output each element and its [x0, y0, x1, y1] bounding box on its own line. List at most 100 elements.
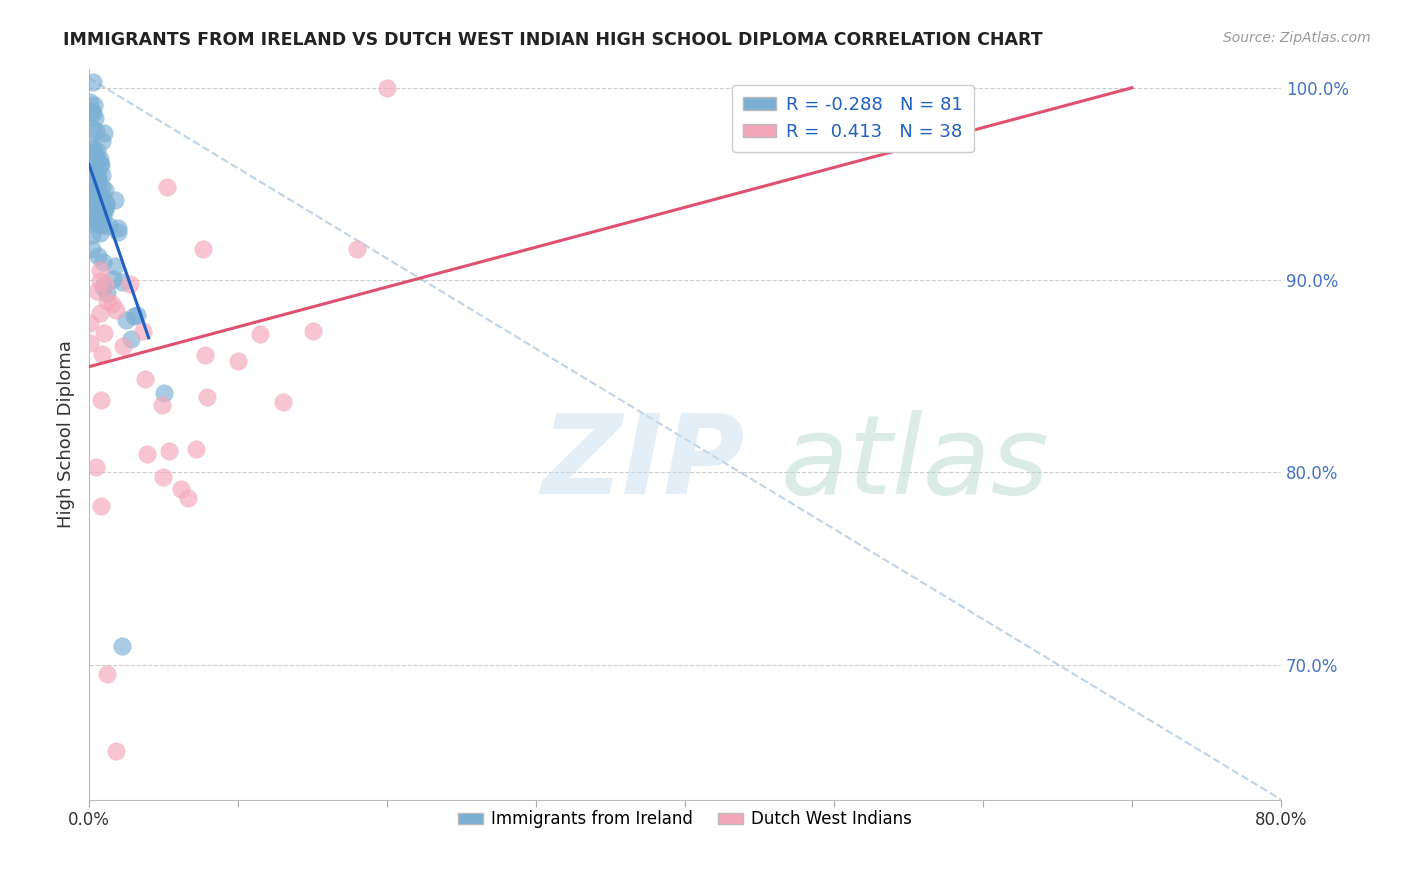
Point [83, 168, 105, 182]
Point [94, 277, 117, 292]
Point [83, 211, 105, 225]
Point [91, 180, 114, 194]
Point [93, 326, 115, 340]
Point [104, 260, 127, 274]
Point [100, 297, 122, 311]
Text: ZIP: ZIP [541, 409, 745, 516]
Text: atlas: atlas [780, 409, 1049, 516]
Point [82, 172, 104, 186]
Legend: Immigrants from Ireland, Dutch West Indians: Immigrants from Ireland, Dutch West Indi… [451, 804, 920, 835]
Point [136, 448, 159, 462]
Point [89, 152, 111, 166]
Point [93, 126, 115, 140]
Point [249, 327, 271, 342]
Point [83, 185, 105, 199]
Point [84, 212, 107, 227]
Point [82, 184, 104, 198]
Point [91, 191, 114, 205]
Point [118, 277, 141, 291]
Point [84, 187, 107, 202]
Point [111, 639, 134, 653]
Point [86, 176, 108, 190]
Point [84, 189, 107, 203]
Point [86, 169, 108, 184]
Point [84, 194, 107, 209]
Text: IMMIGRANTS FROM IRELAND VS DUTCH WEST INDIAN HIGH SCHOOL DIPLOMA CORRELATION CHA: IMMIGRANTS FROM IRELAND VS DUTCH WEST IN… [63, 31, 1043, 49]
Point [79, 146, 101, 161]
Point [90, 134, 112, 148]
Point [83, 154, 105, 169]
Point [86, 165, 108, 179]
Point [86, 172, 108, 186]
Point [90, 158, 112, 172]
Point [194, 349, 217, 363]
Point [91, 210, 114, 224]
Point [104, 193, 127, 207]
Point [87, 199, 110, 213]
Point [96, 294, 118, 309]
Point [80, 216, 103, 230]
Point [152, 386, 174, 401]
Point [271, 395, 294, 409]
Point [89, 226, 111, 240]
Point [125, 308, 148, 322]
Point [84, 152, 107, 166]
Point [115, 313, 138, 327]
Point [301, 324, 323, 338]
Point [79, 336, 101, 351]
Point [84, 124, 107, 138]
Point [79, 187, 101, 202]
Point [177, 491, 200, 506]
Point [186, 442, 208, 456]
Point [150, 398, 173, 412]
Point [80, 103, 103, 118]
Point [101, 272, 124, 286]
Point [82, 195, 104, 210]
Point [84, 112, 107, 126]
Point [122, 310, 145, 324]
Point [89, 306, 111, 320]
Point [86, 284, 108, 298]
Point [79, 168, 101, 182]
Point [79, 184, 101, 198]
Point [91, 280, 114, 294]
Point [96, 195, 118, 210]
Point [89, 274, 111, 288]
Point [156, 180, 179, 194]
Point [82, 75, 104, 89]
Point [96, 667, 118, 681]
Point [80, 138, 103, 153]
Point [170, 482, 193, 496]
Point [80, 120, 103, 135]
Point [84, 153, 107, 168]
Point [87, 205, 110, 219]
Point [132, 324, 155, 338]
Point [94, 203, 117, 218]
Point [346, 243, 368, 257]
Point [195, 390, 218, 404]
Point [82, 141, 104, 155]
Point [84, 459, 107, 474]
Y-axis label: High School Diploma: High School Diploma [58, 340, 75, 528]
Point [157, 443, 180, 458]
Point [105, 303, 128, 318]
Point [83, 98, 105, 112]
Point [86, 144, 108, 158]
Point [83, 145, 105, 159]
Point [79, 317, 101, 331]
Point [96, 286, 118, 301]
Point [94, 183, 117, 197]
Point [226, 354, 249, 368]
Point [98, 219, 121, 234]
Point [94, 198, 117, 212]
Point [87, 249, 110, 263]
Point [375, 80, 398, 95]
Point [90, 347, 112, 361]
Point [91, 168, 114, 182]
Point [87, 181, 110, 195]
Point [134, 372, 156, 386]
Point [84, 184, 107, 198]
Point [111, 339, 134, 353]
Point [111, 276, 134, 290]
Point [104, 744, 127, 758]
